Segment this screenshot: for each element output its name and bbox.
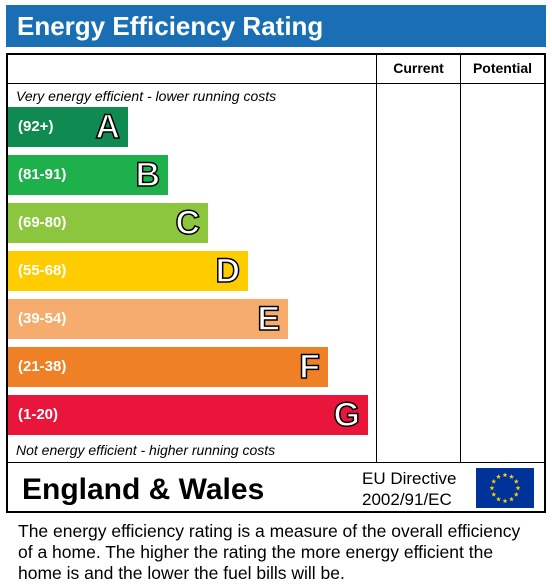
footer-divider: [8, 462, 544, 463]
eu-star-icon: [502, 498, 508, 504]
rating-band-range: (69-80): [18, 214, 67, 231]
rating-band-range: (1-20): [18, 406, 59, 423]
eu-star-icon: [491, 491, 497, 497]
rating-band-range: (39-54): [18, 310, 67, 327]
rating-band-letter: G: [333, 395, 361, 435]
rating-band-letter: B: [135, 155, 161, 195]
potential-column-header: Potential: [472, 60, 533, 76]
eu-star-icon: [509, 496, 514, 502]
rating-band-c: (69-80) C: [8, 203, 208, 243]
rating-band-letter: F: [298, 347, 320, 387]
rating-band-range: (92+): [18, 118, 54, 135]
eu-star-icon: [509, 474, 514, 479]
rating-chart-frame: [6, 53, 546, 513]
eu-star-icon: [489, 485, 495, 491]
eu-flag-icon: [476, 468, 534, 508]
rating-band-range: (55-68): [18, 262, 67, 279]
rating-band-letter: A: [95, 107, 121, 147]
eu-directive-line1: EU Directive: [362, 469, 457, 488]
eu-star-icon: [496, 496, 501, 502]
country-label: England & Wales: [22, 473, 265, 506]
rating-band-range: (21-38): [18, 358, 67, 375]
top-note: Very energy efficient - lower running co…: [16, 88, 277, 104]
rating-band-g: (1-20) G: [8, 395, 368, 435]
page-title: Energy Efficiency Rating: [6, 5, 546, 47]
rating-band-b: (81-91) B: [8, 155, 168, 195]
description-text: The energy efficiency rating is a measur…: [18, 521, 521, 583]
eu-star-icon: [513, 491, 519, 497]
eu-star-icon: [496, 474, 501, 479]
rating-band-d: (55-68) D: [8, 251, 248, 291]
rating-band-a: (92+) A: [8, 107, 128, 147]
rating-band-letter: C: [175, 203, 201, 243]
eu-star-icon: [491, 478, 497, 484]
rating-band-letter: D: [215, 251, 241, 291]
rating-band-letter: E: [257, 299, 281, 339]
rating-band-e: (39-54) E: [8, 299, 288, 339]
current-column-divider: [376, 55, 377, 462]
current-column-header: Current: [393, 60, 444, 76]
header-divider: [8, 83, 544, 84]
potential-column-divider: [460, 55, 461, 462]
eu-directive-line2: 2002/91/EC: [362, 490, 452, 509]
eu-star-icon: [513, 478, 519, 484]
eu-star-icon: [515, 485, 521, 491]
eu-star-icon: [502, 472, 508, 478]
eu-directive: EU Directive 2002/91/EC: [362, 468, 456, 510]
bottom-note: Not energy efficient - higher running co…: [16, 442, 276, 458]
rating-band-range: (81-91): [18, 166, 67, 183]
rating-band-f: (21-38) F: [8, 347, 328, 387]
